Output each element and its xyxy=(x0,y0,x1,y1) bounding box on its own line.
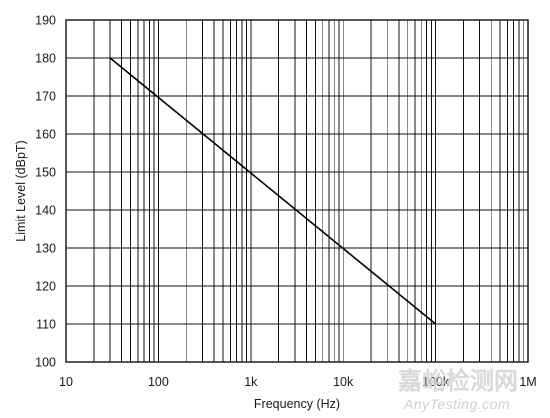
y-tick-label: 120 xyxy=(35,280,56,294)
y-tick-label: 130 xyxy=(35,242,56,256)
y-tick-label: 180 xyxy=(35,52,56,66)
watermark-latin-text: AnyTesting.com xyxy=(403,396,510,412)
y-tick-label: 100 xyxy=(35,356,56,370)
x-tick-label: 10k xyxy=(333,375,354,389)
y-tick-label: 110 xyxy=(36,318,56,332)
series-line xyxy=(109,57,437,325)
x-tick-label: 100 xyxy=(148,375,169,389)
watermark: 嘉峪检测网 AnyTesting.com xyxy=(398,367,518,412)
watermark-cjk-text: 嘉峪检测网 xyxy=(398,367,518,395)
y-tick-label: 170 xyxy=(35,90,56,104)
y-tick-label: 150 xyxy=(35,166,56,180)
y-tick-label: 140 xyxy=(35,204,56,218)
x-tick-label: 10 xyxy=(59,375,73,389)
x-tick-label: 1M xyxy=(519,375,536,389)
x-tick-label: 1k xyxy=(244,375,258,389)
y-tick-label: 160 xyxy=(35,128,56,142)
x-axis-label: Frequency (Hz) xyxy=(254,397,340,411)
series-group xyxy=(109,57,437,325)
x-tick-label: 100k xyxy=(422,375,450,389)
plot-frame xyxy=(65,19,529,363)
y-tick-label: 190 xyxy=(35,14,56,28)
grid xyxy=(65,19,529,363)
y-axis-label: Limit Level (dBpT) xyxy=(14,140,28,241)
